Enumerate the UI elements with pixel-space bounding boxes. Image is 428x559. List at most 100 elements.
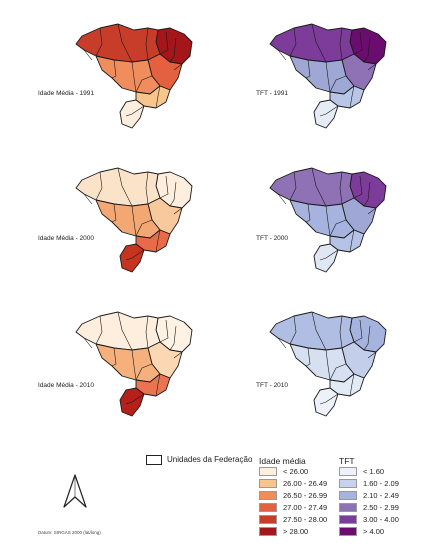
state-boundary [169, 37, 177, 63]
state-boundary [173, 207, 183, 215]
state-boundary [135, 219, 153, 237]
state-boundary [311, 167, 327, 207]
state-boundary [159, 31, 169, 55]
map-tft-1991 [256, 20, 396, 138]
datum-note: Datum: SIRGAS 2000 (lat/long) [38, 530, 101, 535]
legend-uf: Unidades da Federação [146, 454, 253, 465]
legend-swatch [259, 515, 277, 524]
legend-class-item: 2.50 - 2.99 [339, 503, 399, 512]
legend-swatch [259, 527, 277, 536]
state-boundary [353, 175, 363, 199]
legend-class-item: 2.10 - 2.49 [339, 491, 399, 500]
map-tft-2010 [256, 308, 396, 426]
state-boundary [83, 337, 93, 349]
state-boundary [329, 363, 347, 381]
state-boundary [353, 319, 363, 343]
map-tft-2000 [256, 164, 396, 282]
legend-swatch [339, 527, 357, 536]
legend-uf-label: Unidades da Federação [167, 455, 253, 464]
state-boundary [125, 393, 145, 405]
state-boundary [353, 31, 363, 55]
state-boundary [111, 203, 117, 223]
state-boundary [117, 167, 133, 207]
legend-class-label: 3.00 - 4.00 [363, 515, 399, 524]
legend-class-label: 1.60 - 2.09 [363, 479, 399, 488]
state-boundary [173, 351, 183, 359]
state-boundary [155, 85, 161, 109]
legend-swatch [259, 479, 277, 488]
map-idade-2000 [62, 164, 202, 282]
legend-idade-title: Idade média [259, 456, 306, 466]
state-boundary [83, 193, 93, 205]
state-boundary [339, 27, 343, 61]
state-boundary [155, 373, 161, 397]
state-boundary [289, 27, 297, 57]
state-boundary [349, 85, 355, 109]
state-boundary [289, 171, 297, 201]
brazil-map-svg [269, 311, 387, 417]
legend-swatch [339, 515, 357, 524]
state-boundary [117, 311, 133, 351]
state-boundary [159, 175, 169, 199]
state-boundary [111, 347, 117, 367]
legend-class-item: 26.50 - 26.99 [259, 491, 327, 500]
legend-class-label: < 26.00 [283, 467, 309, 476]
state-boundary [95, 171, 103, 201]
state-boundary [329, 219, 347, 237]
state-boundary [305, 203, 311, 223]
north-arrow-icon [62, 473, 88, 514]
panel-label-idade-2010: Idade Média - 2010 [38, 382, 95, 389]
legend-class-label: > 4.00 [363, 527, 385, 536]
state-boundary [155, 229, 161, 253]
brazil-map-svg [269, 167, 387, 273]
legend-tft-title: TFT [339, 456, 355, 466]
state-boundary [319, 249, 339, 261]
state-boundary [363, 325, 371, 351]
legend-class-item: 1.60 - 2.09 [339, 479, 399, 488]
legend-class-item: < 26.00 [259, 467, 308, 476]
state-boundary [363, 181, 371, 207]
legend-class-item: 3.00 - 4.00 [339, 515, 399, 524]
legend-class-label: 26.00 - 26.49 [283, 479, 328, 488]
state-boundary [325, 205, 331, 237]
legend-class-item: 27.50 - 28.00 [259, 515, 327, 524]
legend-swatch [259, 491, 277, 500]
legend-class-item: < 1.60 [339, 467, 384, 476]
state-boundary [305, 59, 311, 79]
legend-class-label: 2.10 - 2.49 [363, 491, 399, 500]
state-boundary [159, 319, 169, 343]
state-boundary [325, 61, 331, 93]
brazil-map-svg [75, 23, 193, 129]
state-boundary [131, 349, 137, 381]
legend-class-item: > 4.00 [339, 527, 384, 536]
state-boundary [117, 23, 133, 63]
state-boundary [135, 75, 153, 93]
brazil-map-svg [269, 23, 387, 129]
state-boundary [135, 363, 153, 381]
state-boundary [319, 105, 339, 117]
panel-label-tft-1991: TFT - 1991 [256, 90, 289, 97]
map-idade-2010 [62, 308, 202, 426]
state-boundary [145, 171, 149, 205]
state-boundary [145, 27, 149, 61]
state-boundary [325, 349, 331, 381]
legend-swatch [339, 491, 357, 500]
brazil-map-svg [75, 311, 193, 417]
legend-swatch [339, 503, 357, 512]
state-boundary [169, 181, 177, 207]
brazil-map-svg [75, 167, 193, 273]
state-boundary [367, 351, 377, 359]
panel-label-tft-2000: TFT - 2000 [256, 235, 289, 242]
map-idade-1991 [62, 20, 202, 138]
legend-class-item: 27.00 - 27.49 [259, 503, 327, 512]
panel-label-idade-1991: Idade Média - 1991 [38, 90, 95, 97]
state-boundary [125, 105, 145, 117]
legend-class-item: > 28.00 [259, 527, 308, 536]
panel-label-tft-2010: TFT - 2010 [256, 382, 289, 389]
legend-class-label: < 1.60 [363, 467, 385, 476]
state-boundary [111, 59, 117, 79]
state-boundary [277, 193, 287, 205]
state-boundary [349, 229, 355, 253]
state-boundary [277, 337, 287, 349]
state-boundary [277, 49, 287, 61]
